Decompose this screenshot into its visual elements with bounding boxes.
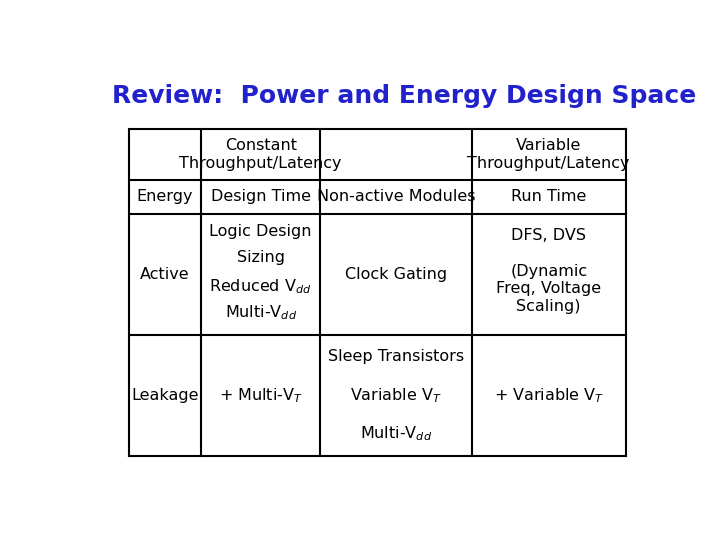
Text: Variable
Throughput/Latency: Variable Throughput/Latency [467, 138, 630, 171]
Text: Review:  Power and Energy Design Space: Review: Power and Energy Design Space [112, 84, 696, 107]
Text: Logic Design: Logic Design [210, 224, 312, 239]
Text: Multi-V$_{dd}$: Multi-V$_{dd}$ [360, 424, 432, 443]
Text: Constant
Throughput/Latency: Constant Throughput/Latency [179, 138, 342, 171]
Text: Variable V$_{T}$: Variable V$_{T}$ [350, 386, 442, 404]
Text: Sizing: Sizing [237, 250, 284, 265]
Text: Energy: Energy [137, 190, 193, 205]
Text: Reduced V$_{dd}$: Reduced V$_{dd}$ [210, 277, 312, 296]
Text: (Dynamic
Freq, Voltage
Scaling): (Dynamic Freq, Voltage Scaling) [496, 264, 601, 314]
Text: + Multi-V$_{T}$: + Multi-V$_{T}$ [219, 386, 302, 404]
Text: Active: Active [140, 267, 190, 282]
Text: Run Time: Run Time [511, 190, 586, 205]
Text: Leakage: Leakage [131, 388, 199, 403]
Text: DFS, DVS: DFS, DVS [511, 228, 586, 244]
Text: Multi-V$_{dd}$: Multi-V$_{dd}$ [225, 304, 297, 322]
Text: Clock Gating: Clock Gating [345, 267, 447, 282]
Text: + Variable V$_{T}$: + Variable V$_{T}$ [494, 386, 604, 404]
Text: Design Time: Design Time [211, 190, 310, 205]
Text: Sleep Transistors: Sleep Transistors [328, 349, 464, 364]
Text: Non-active Modules: Non-active Modules [317, 190, 475, 205]
